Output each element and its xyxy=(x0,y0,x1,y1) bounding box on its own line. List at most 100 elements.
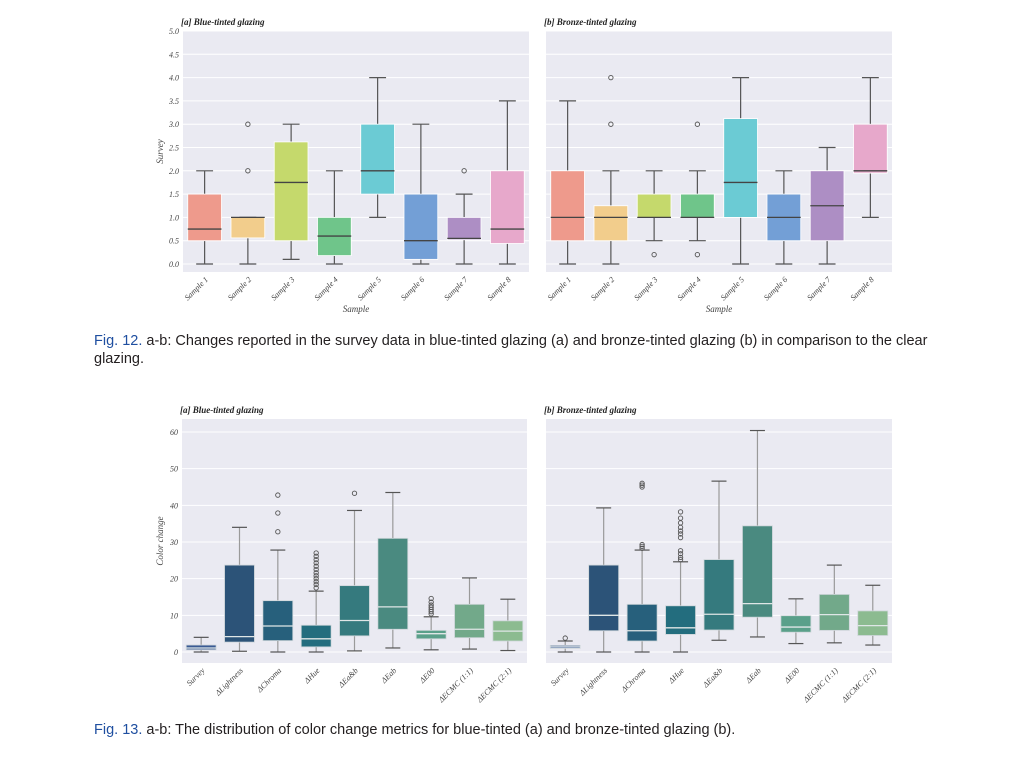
outlier-point xyxy=(313,585,319,591)
y-tick-label: 2.5 xyxy=(169,144,179,153)
figure-12-caption: Fig. 12. a-b: Changes reported in the su… xyxy=(94,332,964,368)
outlier-point xyxy=(313,556,319,563)
box-body xyxy=(593,205,629,242)
x-tick-label: ΔECMC (1:1) xyxy=(801,666,840,705)
y-tick-label: 20 xyxy=(170,575,178,584)
x-tick-label: ΔLightness xyxy=(213,666,245,698)
panel-title: [a] Blue-tinted glazing xyxy=(181,17,265,27)
outlier-point xyxy=(677,509,684,515)
outlier-point xyxy=(639,545,645,551)
x-tick-label: ΔLightness xyxy=(577,666,609,698)
box--eab xyxy=(742,429,773,638)
y-tick-label: 60 xyxy=(170,428,178,437)
box-body xyxy=(818,594,850,631)
outlier-point xyxy=(677,551,684,557)
outlier-point xyxy=(313,573,319,579)
box-body xyxy=(446,216,482,241)
panel-title: [b] Bronze-tinted glazing xyxy=(544,405,637,415)
box--hue xyxy=(300,550,332,653)
outlier-point xyxy=(313,566,319,573)
box-body xyxy=(490,170,525,244)
outlier-point xyxy=(608,74,614,81)
outlier-point xyxy=(245,121,251,127)
box-body xyxy=(187,193,222,242)
figure-12-ref[interactable]: Fig. 12. xyxy=(94,333,143,349)
box-body xyxy=(224,564,255,643)
x-tick-label: ΔECMC (1:1) xyxy=(436,666,475,705)
outlier-point xyxy=(677,548,684,554)
box--ea-b xyxy=(703,480,735,641)
x-tick-label: ΔE00 xyxy=(417,666,437,686)
figure-12: 0.0 0.5 1.0 1.5 2.0 2.5 3.0 3.5 4.0 4.5 5.0[a] Blu… xyxy=(155,17,892,314)
outlier-point xyxy=(677,556,684,563)
figure-13-ref[interactable]: Fig. 13. xyxy=(94,722,143,738)
box--lightness xyxy=(224,526,255,652)
outlier-point xyxy=(313,563,319,569)
box-sample-1 xyxy=(550,100,585,265)
y-tick-label: 2.0 xyxy=(169,167,179,176)
box-sample-8 xyxy=(490,100,525,265)
outlier-point xyxy=(313,578,319,585)
box-body xyxy=(636,193,672,218)
x-tick-label: Sample 6 xyxy=(762,275,789,302)
y-tick-label: 30 xyxy=(169,538,178,547)
box-body xyxy=(550,170,585,242)
x-tick-label: ΔChroma xyxy=(619,666,648,695)
box-sample-4 xyxy=(317,170,352,265)
x-tick-label: Sample 5 xyxy=(719,275,746,302)
x-tick-label: Sample 4 xyxy=(313,275,340,302)
figure-13: 0 10 20 30 40 50 60 [a] Blue-tinted glazing Colo… xyxy=(155,405,892,705)
box-sample-5 xyxy=(360,76,395,218)
y-tick-label: 3.0 xyxy=(168,120,179,129)
outlier-point xyxy=(677,531,684,537)
box-sample-1 xyxy=(187,170,222,265)
outlier-point xyxy=(461,168,467,174)
y-tick-label: 3.5 xyxy=(168,97,179,106)
outlier-point xyxy=(651,252,657,258)
outlier-point xyxy=(639,480,645,486)
x-tick-label: ΔECMC (2:1) xyxy=(474,666,513,705)
box--e00 xyxy=(415,595,447,651)
box-body xyxy=(723,118,758,218)
box-body xyxy=(339,585,370,637)
box--ea-b xyxy=(339,490,370,652)
outlier-point xyxy=(313,550,319,556)
x-tick-label: Sample 2 xyxy=(226,275,253,302)
chart-fig12a: 0.0 0.5 1.0 1.5 2.0 2.5 3.0 3.5 4.0 4.5 5.0[a] Blu… xyxy=(155,17,529,314)
box-body xyxy=(588,564,620,632)
box-sample-3 xyxy=(636,170,672,258)
outlier-point xyxy=(275,492,281,498)
box-sample-7 xyxy=(446,168,482,265)
figure-12-caption-text: a-b: Changes reported in the survey data… xyxy=(94,333,928,367)
box-body xyxy=(780,615,812,633)
box-body xyxy=(742,525,773,618)
outlier-point xyxy=(639,484,645,490)
x-tick-label: Sample 7 xyxy=(442,274,470,302)
box-survey xyxy=(549,635,581,653)
x-tick-label: Sample 5 xyxy=(356,275,383,302)
outlier-point xyxy=(351,490,358,496)
outlier-point xyxy=(428,599,434,605)
x-tick-label: Sample 1 xyxy=(546,275,573,302)
box-sample-2 xyxy=(230,121,266,265)
y-tick-label: 0 xyxy=(174,648,178,657)
box--eab xyxy=(377,491,409,649)
y-tick-label: 1.5 xyxy=(169,190,179,199)
box-sample-3 xyxy=(273,123,309,260)
box-body xyxy=(230,216,266,239)
outlier-point xyxy=(694,252,701,258)
chart-fig12b: [b] Bronze-tinted glazing Sample 1 Sample … xyxy=(544,17,892,314)
y-tick-label: 40 xyxy=(170,501,178,510)
chart-fig13b: [b] Bronze-tinted glazing Survey ΔLightnes… xyxy=(544,405,892,705)
outlier-point xyxy=(313,581,319,588)
outlier-point xyxy=(245,168,251,174)
x-tick-label: Survey xyxy=(549,666,571,688)
x-axis-label: Sample xyxy=(343,304,370,314)
box-body xyxy=(403,193,439,260)
x-tick-label: Sample 7 xyxy=(805,274,833,302)
outlier-point xyxy=(608,121,614,127)
panel-title: [a] Blue-tinted glazing xyxy=(180,405,264,415)
outlier-point xyxy=(275,529,281,535)
box--chroma xyxy=(626,480,658,653)
outlier-point xyxy=(313,553,319,559)
